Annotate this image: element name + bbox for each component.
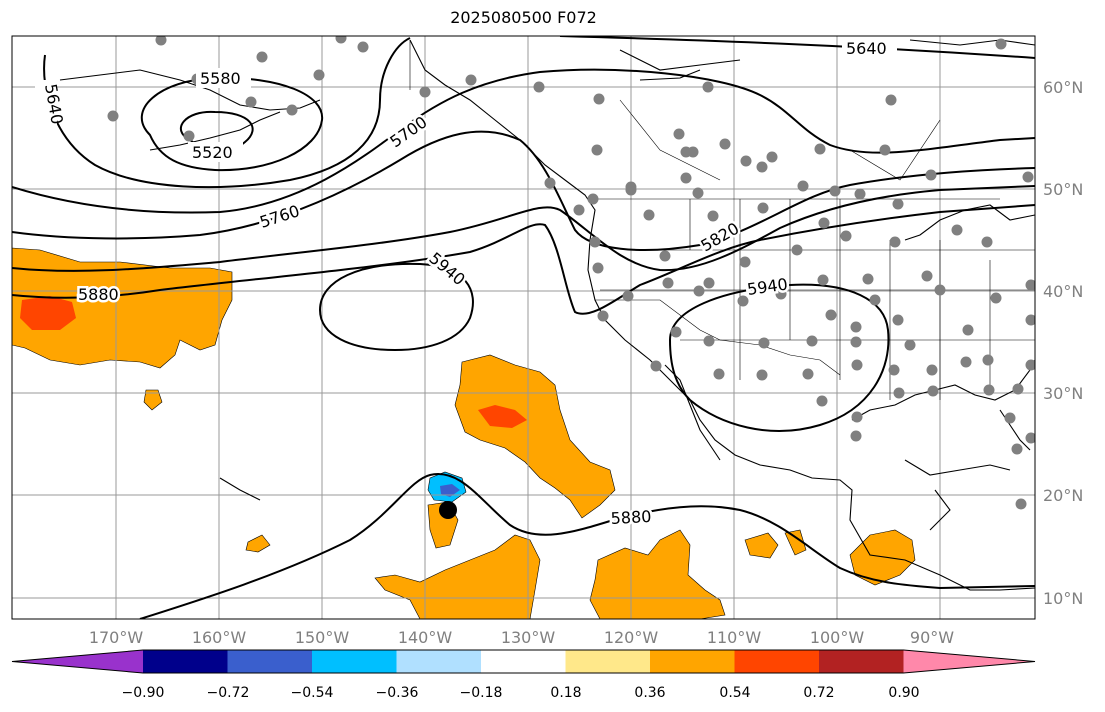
positive-anomaly-region <box>12 247 233 369</box>
contour-label: 5760 <box>257 201 302 232</box>
lat-tick-label: 50°N <box>1043 180 1083 199</box>
contour-label: 5520 <box>192 143 233 162</box>
positive-anomaly-region <box>589 529 726 619</box>
lon-tick-label: 150°W <box>295 628 350 647</box>
graticule <box>12 36 1035 619</box>
station-markers <box>107 36 1035 510</box>
anomaly-fill-layer <box>12 247 916 619</box>
lat-tick-label: 20°N <box>1043 486 1083 505</box>
lon-tick-label: 90°W <box>910 628 954 647</box>
map-frame <box>11 35 1036 620</box>
contour-5760 <box>12 130 1035 251</box>
longitude-axis: 170°W 160°W 150°W 140°W 130°W 120°W 110°… <box>89 628 954 647</box>
map-title: 2025080500 F072 <box>450 8 597 27</box>
lat-tick-label: 30°N <box>1043 384 1083 403</box>
contour-label: 5700 <box>386 112 430 151</box>
lat-tick-label: 60°N <box>1043 78 1083 97</box>
lon-tick-label: 100°W <box>810 628 865 647</box>
strong-positive-anomaly-region <box>20 296 76 330</box>
height-contours <box>12 36 1035 619</box>
lon-tick-label: 140°W <box>398 628 453 647</box>
contour-label: 5940 <box>425 249 468 290</box>
positive-anomaly-region <box>454 354 616 519</box>
contour-label: 5880 <box>610 507 652 528</box>
positive-anomaly-region <box>374 534 541 619</box>
contour-5820 <box>12 185 1035 272</box>
contour-5580 <box>140 76 324 172</box>
positive-anomaly-region <box>784 529 807 556</box>
positive-anomaly-region <box>849 529 916 586</box>
contour-5940-west <box>318 262 474 352</box>
contour-5700 <box>12 68 1035 214</box>
lon-tick-label: 170°W <box>89 628 144 647</box>
negative-anomaly-core <box>440 484 460 497</box>
positive-anomaly-region <box>744 532 779 559</box>
lon-tick-label: 120°W <box>604 628 659 647</box>
contour-label: 5640 <box>846 39 887 58</box>
positive-anomaly-region <box>143 389 163 411</box>
contour-5880-north <box>12 204 1035 315</box>
lon-tick-label: 130°W <box>501 628 556 647</box>
contour-5640-north <box>559 36 1035 59</box>
strong-positive-anomaly-region <box>478 405 527 428</box>
positive-anomaly-region <box>245 534 271 553</box>
lat-tick-label: 40°N <box>1043 282 1083 301</box>
contour-5940-east <box>668 283 890 432</box>
contour-5640-west <box>43 37 411 189</box>
contour-5880-south <box>139 473 1035 619</box>
lat-tick-label: 10°N <box>1043 589 1083 608</box>
lon-tick-label: 110°W <box>707 628 762 647</box>
storm-center-marker <box>439 501 457 519</box>
latitude-axis: 60°N 50°N 40°N 30°N 20°N 10°N <box>1043 78 1083 608</box>
lon-tick-label: 160°W <box>192 628 247 647</box>
contour-label: 5580 <box>200 69 241 88</box>
contour-label: 5880 <box>78 285 119 304</box>
